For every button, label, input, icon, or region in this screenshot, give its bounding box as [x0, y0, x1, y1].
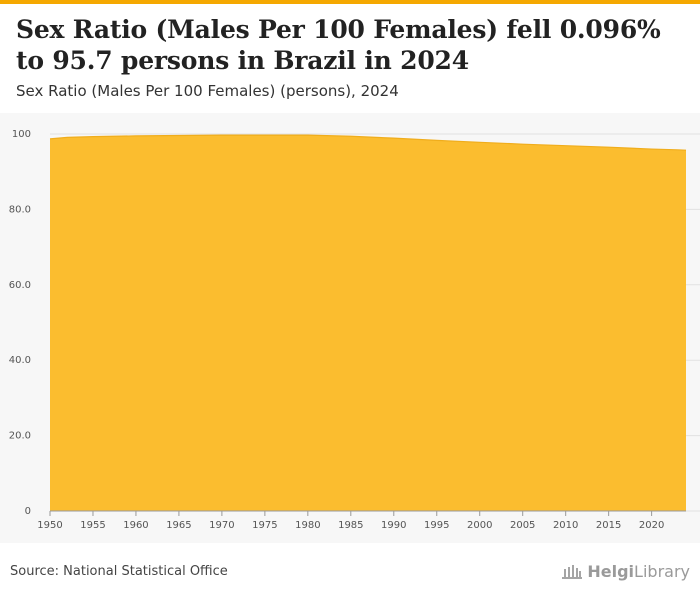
accent-bar: [0, 0, 700, 4]
y-tick-label: 0: [25, 506, 31, 517]
logo-text-bold: Helgi: [587, 562, 635, 581]
area-fill: [50, 135, 686, 511]
y-tick-label: 100: [12, 129, 31, 140]
x-tick-label: 2010: [553, 520, 578, 531]
y-tick-label: 40.0: [9, 355, 31, 366]
x-tick-label: 1980: [295, 520, 320, 531]
area-line: [49, 134, 687, 151]
helgi-library-logo[interactable]: HelgiLibrary: [561, 562, 690, 581]
y-axis: 0 20.0 40.0 60.0 80.0 100: [9, 129, 31, 517]
x-tick-label: 1990: [381, 520, 406, 531]
x-tick-label: 1965: [166, 520, 191, 531]
y-tick-label: 60.0: [9, 280, 31, 291]
x-tick-label: 1970: [209, 520, 234, 531]
x-tick-label: 1960: [123, 520, 148, 531]
library-building-icon: [562, 564, 583, 579]
x-tick-label: 2020: [639, 520, 664, 531]
chart-title: Sex Ratio (Males Per 100 Females) fell 0…: [16, 15, 661, 75]
x-tick-label: 2015: [596, 520, 621, 531]
chart-subtitle: Sex Ratio (Males Per 100 Females) (perso…: [16, 82, 399, 100]
x-tick-label: 2005: [510, 520, 535, 531]
logo-text: Library: [634, 562, 690, 581]
x-tick-label: 1995: [424, 520, 449, 531]
source-note: Source: National Statistical Office: [10, 564, 228, 579]
y-tick-label: 20.0: [9, 431, 31, 442]
x-tick-label: 1975: [252, 520, 277, 531]
x-tick-label: 1955: [80, 520, 105, 531]
x-tick-label: 2000: [467, 520, 492, 531]
x-tick-label: 1985: [338, 520, 363, 531]
x-axis: 1950 1955 1960 1965 1970 1975 1980 1985 1990 1995…: [37, 510, 686, 531]
y-tick-label: 80.0: [9, 204, 31, 215]
x-tick-label: 1950: [37, 520, 62, 531]
area-layer: [49, 134, 687, 511]
